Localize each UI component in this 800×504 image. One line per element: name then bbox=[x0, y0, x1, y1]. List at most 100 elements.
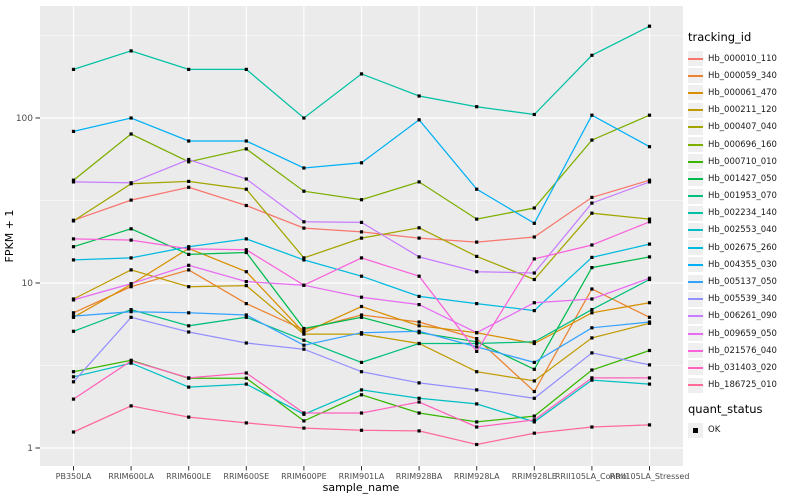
data-point bbox=[302, 419, 306, 423]
data-point bbox=[590, 308, 594, 312]
legend-item: Hb_000211_120 bbox=[688, 102, 800, 119]
legend-key bbox=[688, 291, 703, 307]
data-point bbox=[187, 324, 191, 328]
legend-key bbox=[688, 326, 703, 342]
data-point bbox=[129, 132, 133, 136]
data-point bbox=[244, 187, 248, 191]
data-point bbox=[475, 240, 479, 244]
legend-line-icon bbox=[688, 212, 703, 215]
data-point bbox=[475, 402, 479, 406]
data-point bbox=[302, 343, 306, 347]
data-point bbox=[359, 360, 364, 364]
data-point bbox=[244, 67, 248, 71]
data-point bbox=[532, 379, 536, 383]
data-point bbox=[647, 301, 652, 305]
data-point bbox=[359, 315, 364, 319]
data-point bbox=[532, 221, 536, 225]
legend-line-icon bbox=[688, 57, 703, 60]
legend-key bbox=[688, 68, 703, 84]
legend-key bbox=[688, 188, 703, 204]
data-point bbox=[532, 271, 536, 275]
legend-item: Hb_000059_340 bbox=[688, 67, 800, 84]
data-point bbox=[417, 180, 421, 184]
data-point bbox=[129, 198, 133, 202]
data-point bbox=[302, 166, 306, 170]
data-points bbox=[71, 24, 652, 447]
data-point bbox=[71, 178, 76, 182]
data-point bbox=[302, 347, 306, 351]
data-point bbox=[71, 311, 76, 315]
data-point bbox=[475, 425, 479, 429]
data-point bbox=[359, 370, 364, 374]
legend-key bbox=[688, 308, 703, 324]
data-point bbox=[359, 304, 364, 309]
data-point bbox=[244, 237, 248, 241]
data-point bbox=[647, 242, 652, 246]
data-point bbox=[244, 341, 248, 345]
legend-item-label: Hb_009659_050 bbox=[708, 328, 777, 339]
data-point bbox=[359, 388, 364, 392]
data-point bbox=[71, 129, 76, 133]
data-point bbox=[302, 256, 306, 260]
data-point bbox=[129, 404, 133, 408]
data-point bbox=[71, 67, 76, 71]
data-point bbox=[475, 341, 479, 346]
data-point bbox=[590, 425, 594, 429]
data-point bbox=[417, 303, 421, 307]
data-point bbox=[129, 116, 133, 120]
x-tick-label: RRII105LA_Control bbox=[555, 472, 629, 481]
y-axis-title: FPKM + 1 bbox=[3, 210, 16, 263]
data-point bbox=[532, 389, 536, 394]
legend-item-label: Hb_000061_470 bbox=[708, 87, 777, 98]
legend-item: Hb_000696_160 bbox=[688, 136, 800, 153]
legend-key bbox=[688, 102, 703, 118]
data-point bbox=[475, 442, 479, 447]
data-point bbox=[417, 320, 421, 324]
data-point bbox=[359, 161, 364, 165]
legend-line-icon bbox=[688, 74, 703, 77]
data-point bbox=[359, 331, 364, 335]
data-point bbox=[244, 280, 248, 284]
data-point bbox=[187, 245, 191, 249]
data-point bbox=[590, 311, 594, 315]
data-point bbox=[359, 198, 364, 202]
data-point bbox=[71, 375, 76, 379]
data-point bbox=[590, 368, 594, 372]
data-point bbox=[187, 311, 191, 315]
data-point bbox=[359, 72, 364, 76]
data-point bbox=[647, 180, 652, 184]
legend-item-label: Hb_005539_340 bbox=[708, 294, 777, 305]
data-point bbox=[71, 298, 76, 302]
legend-line-icon bbox=[688, 195, 703, 198]
data-point bbox=[647, 113, 652, 117]
data-point bbox=[647, 315, 652, 319]
data-point bbox=[302, 116, 306, 120]
data-point bbox=[244, 313, 248, 317]
data-point bbox=[187, 415, 191, 419]
data-point bbox=[244, 421, 248, 425]
data-point bbox=[590, 351, 594, 355]
axis-ticks: 1 10 100 PB350LA RRIM600LA RRIM600LE RRIM600SE… bbox=[16, 114, 690, 481]
data-point bbox=[417, 341, 421, 346]
data-point bbox=[244, 250, 248, 255]
data-point bbox=[244, 139, 248, 143]
data-point bbox=[302, 189, 306, 193]
data-point bbox=[244, 284, 248, 288]
quant-legend-title: quant_status bbox=[688, 401, 763, 416]
data-point bbox=[129, 315, 133, 319]
legend-item: Hb_001953_070 bbox=[688, 188, 800, 205]
data-point bbox=[475, 388, 479, 392]
data-point bbox=[417, 94, 421, 98]
data-point bbox=[590, 201, 594, 205]
legend-item: Hb_000710_010 bbox=[688, 153, 800, 170]
legend-item-label: Hb_002675_260 bbox=[708, 242, 777, 253]
x-tick-label: RRIM600LE bbox=[166, 472, 211, 481]
data-point bbox=[590, 266, 594, 270]
data-point bbox=[590, 195, 594, 199]
data-point bbox=[359, 256, 364, 260]
legend-item: Hb_005539_340 bbox=[688, 291, 800, 308]
y-tick-label: 1 bbox=[27, 444, 33, 454]
legend-item-label: Hb_000059_340 bbox=[708, 70, 777, 81]
data-point bbox=[129, 308, 133, 312]
legend-line-icon bbox=[688, 281, 703, 284]
